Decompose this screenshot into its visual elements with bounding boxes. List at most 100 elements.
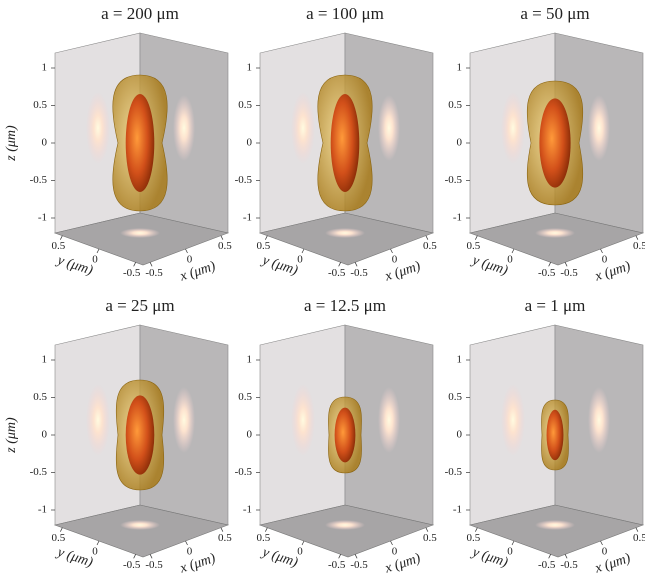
x-tick [564, 554, 568, 559]
projection-glow [325, 520, 365, 530]
x-tick [564, 262, 568, 267]
isosurface-inner [330, 94, 360, 192]
z-tick-label: -0.5 [30, 466, 48, 478]
projection-glow [501, 384, 525, 456]
x-tick-label: 0.5 [218, 240, 232, 252]
x-tick-label: 0 [392, 254, 398, 266]
x-axis-label: x (μm) [177, 551, 217, 573]
y-tick-label: 0.5 [256, 240, 270, 252]
z-tick-label: -0.5 [235, 174, 253, 186]
z-tick-label: -0.5 [30, 174, 48, 186]
isosurface-inner [539, 98, 571, 188]
x-tick-label: 0 [187, 546, 193, 558]
x-tick [600, 248, 603, 254]
z-tick-label: 0 [457, 429, 463, 441]
y-tick-label: -0.5 [123, 267, 141, 279]
z-tick-label: 1 [247, 62, 253, 74]
z-tick-label: 0.5 [448, 99, 462, 111]
projection-glow [588, 387, 610, 453]
y-tick-label: 0 [507, 546, 513, 558]
floor [258, 212, 435, 266]
panel-title: a = 1 μm [525, 296, 586, 315]
y-tick [338, 262, 341, 267]
y-tick [338, 554, 341, 559]
z-tick-label: -1 [243, 212, 252, 224]
isosurface-inner [334, 407, 356, 463]
y-tick-label: 0 [507, 254, 513, 266]
x-tick [185, 540, 188, 546]
z-tick-label: 0 [42, 137, 48, 149]
y-axis-label: y (μm) [469, 252, 510, 278]
projection-glow [535, 228, 575, 238]
isosurface-inner [546, 409, 564, 461]
y-axis-label: y (μm) [259, 544, 300, 570]
y-tick-label: 0.5 [466, 240, 480, 252]
z-tick-label: 0.5 [238, 99, 252, 111]
y-axis-label: y (μm) [469, 544, 510, 570]
y-tick [133, 554, 136, 559]
z-tick-label: 1 [42, 354, 48, 366]
x-tick [354, 262, 358, 267]
z-tick-label: 0 [247, 429, 253, 441]
z-tick-label: 0.5 [238, 391, 252, 403]
y-tick [475, 235, 478, 240]
x-tick-label: 0.5 [423, 532, 437, 544]
z-tick-label: -1 [453, 212, 462, 224]
y-tick-label: 0.5 [256, 532, 270, 544]
projection-glow [325, 228, 365, 238]
y-tick [60, 527, 63, 532]
floor [468, 212, 645, 266]
panel-title: a = 200 μm [101, 4, 179, 23]
y-tick-label: 0.5 [466, 532, 480, 544]
y-tick [511, 540, 515, 546]
y-tick-label: 0 [92, 254, 98, 266]
z-tick-label: -1 [38, 504, 47, 516]
z-tick-label: 0 [457, 137, 463, 149]
z-axis-label: z (μm) [4, 417, 19, 454]
projection-glow [501, 92, 525, 164]
panel-title: a = 100 μm [306, 4, 384, 23]
x-tick-label: 0.5 [633, 532, 645, 544]
x-axis-label: x (μm) [382, 259, 422, 285]
z-tick-label: 0.5 [33, 391, 47, 403]
projection-glow [86, 92, 110, 164]
projection-glow [86, 384, 110, 456]
y-axis-label: y (μm) [259, 252, 300, 278]
y-tick-label: -0.5 [328, 559, 346, 571]
x-tick [635, 527, 639, 532]
x-tick-label: 0.5 [423, 240, 437, 252]
x-axis-label: x (μm) [382, 551, 422, 573]
x-tick [149, 554, 153, 559]
y-tick [475, 527, 478, 532]
y-tick [60, 235, 63, 240]
y-tick-label: 0 [297, 546, 303, 558]
y-tick [96, 248, 100, 254]
y-tick-label: -0.5 [328, 267, 346, 279]
y-tick [265, 235, 268, 240]
x-tick [600, 540, 603, 546]
projection-glow [173, 95, 195, 161]
x-tick-label: -0.5 [560, 267, 578, 279]
x-tick [425, 527, 429, 532]
x-tick-label: -0.5 [145, 267, 163, 279]
y-tick-label: 0 [92, 546, 98, 558]
projection-glow [535, 520, 575, 530]
x-tick [185, 248, 188, 254]
x-tick [390, 248, 393, 254]
y-axis-label: y (μm) [54, 544, 95, 570]
y-tick-label: 0 [297, 254, 303, 266]
x-tick-label: 0 [392, 546, 398, 558]
y-tick [301, 248, 305, 254]
z-tick-label: -1 [243, 504, 252, 516]
panel-title: a = 12.5 μm [304, 296, 386, 315]
projection-glow [378, 387, 400, 453]
floor [53, 212, 230, 266]
isosurface-inner [125, 395, 155, 475]
x-tick [149, 262, 153, 267]
x-tick-label: -0.5 [350, 267, 368, 279]
x-tick [354, 554, 358, 559]
x-axis-label: x (μm) [177, 259, 217, 285]
z-tick-label: 0.5 [33, 99, 47, 111]
x-tick [220, 527, 224, 532]
